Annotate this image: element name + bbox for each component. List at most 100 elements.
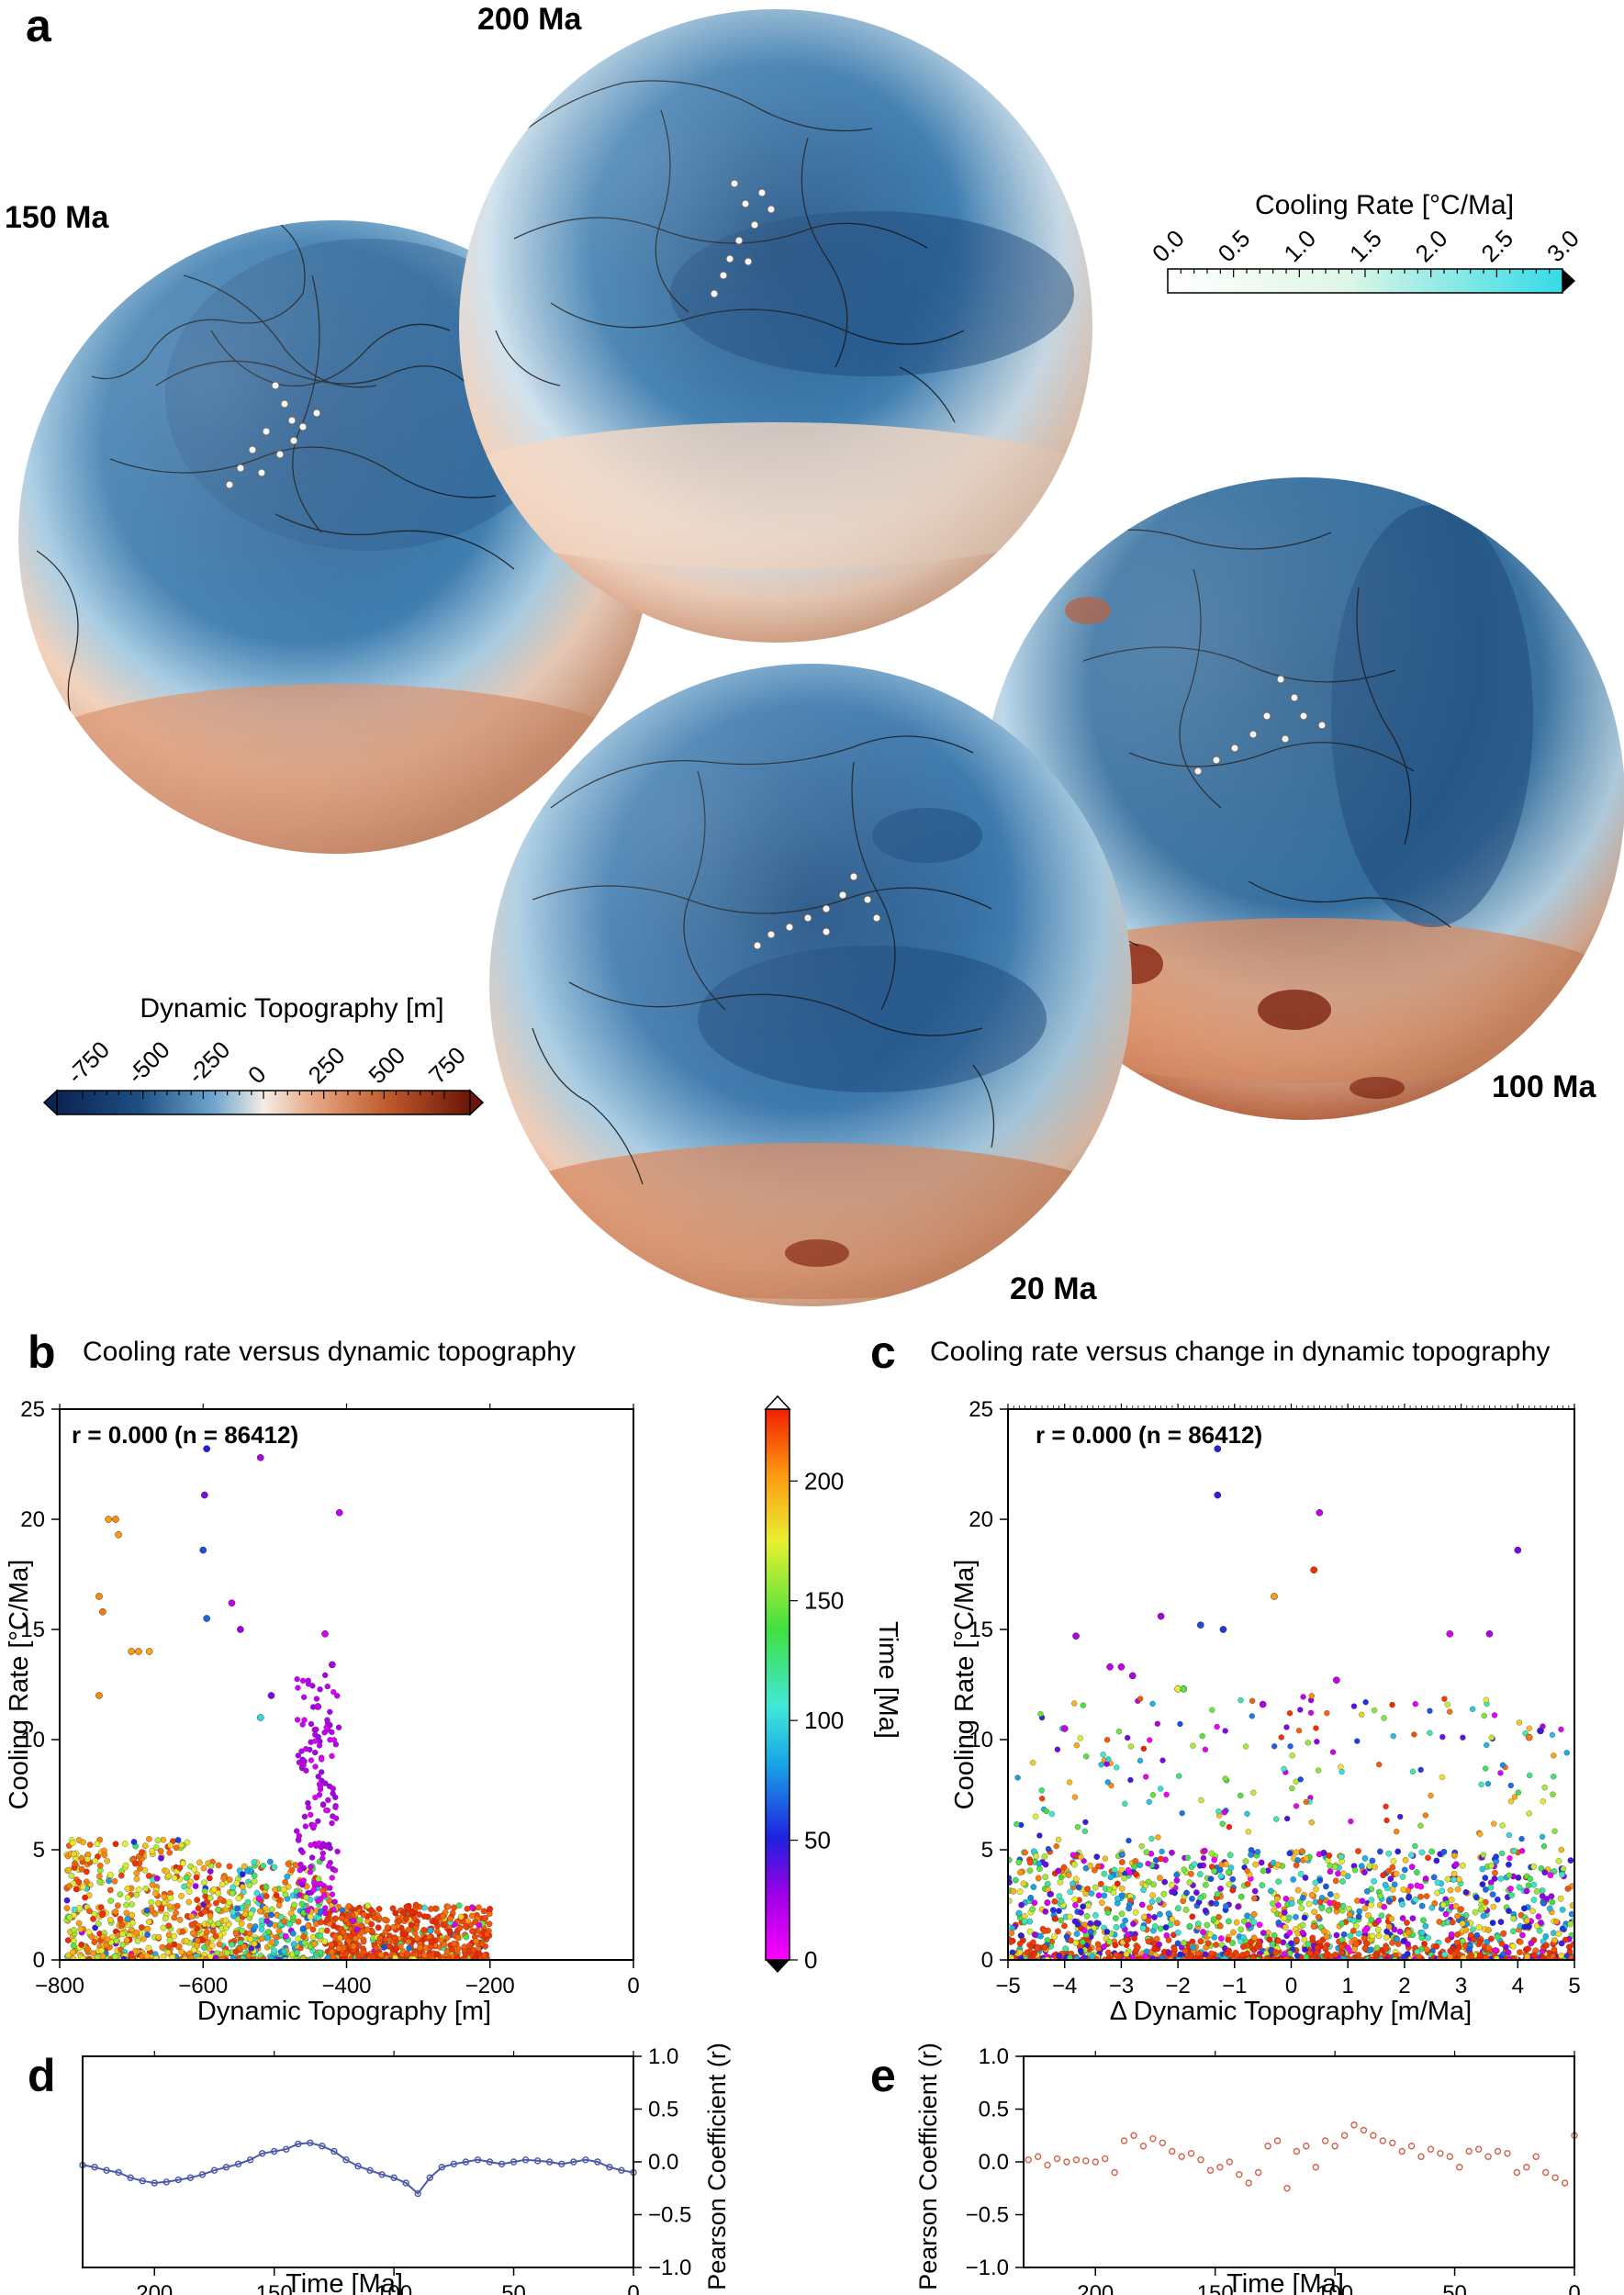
x-tick-label: 200 (136, 2281, 173, 2295)
chart-b-frame (59, 1408, 634, 1961)
y-tick-label: −0.5 (648, 2203, 691, 2228)
colorbar-cr-tick-label: 2.5 (1475, 224, 1518, 267)
chart-b-xlabel: Dynamic Topography [m] (197, 1997, 491, 2026)
data-point (1485, 1629, 1494, 1638)
globe-label-100ma: 100 Ma (1492, 1069, 1596, 1104)
y-tick-label: 25 (20, 1397, 45, 1422)
x-tick-label: −600 (178, 1974, 228, 1998)
x-tick-label: 200 (1077, 2281, 1114, 2295)
data-point (438, 2164, 446, 2171)
colorbar-dt-tick-label: 500 (363, 1041, 410, 1089)
data-point (139, 2177, 146, 2185)
data-point (366, 2166, 374, 2174)
series-line (82, 2142, 634, 2195)
data-point (582, 2155, 589, 2164)
data-point (1180, 1685, 1188, 1693)
data-point (203, 1445, 211, 1453)
data-point (1206, 2166, 1215, 2174)
data-point (329, 1661, 336, 1669)
data-point (342, 2155, 350, 2164)
chart-b-ylabel: Cooling Rate [°C/Ma] (5, 1560, 34, 1810)
data-point (594, 2158, 601, 2166)
colorbar-dt-tick-label: 0 (242, 1060, 271, 1089)
data-point (486, 2158, 494, 2166)
data-point (1106, 1662, 1114, 1671)
data-point (558, 2160, 566, 2168)
data-point (1082, 2157, 1090, 2165)
globe-label-200ma: 200 Ma (477, 2, 582, 37)
data-point (1053, 2155, 1061, 2163)
y-tick-label: 1.0 (648, 2044, 678, 2069)
colorbar-cr-title: Cooling Rate [°C/Ma] (1255, 190, 1514, 220)
chart-d-xlabel: Time [Ma] (286, 2269, 403, 2295)
y-tick-label: 0.5 (979, 2098, 1009, 2122)
y-tick-label: 15 (20, 1618, 45, 1642)
data-point (1117, 1662, 1126, 1671)
data-point (533, 2157, 542, 2165)
data-point (234, 2160, 242, 2168)
data-point (1525, 1733, 1533, 1741)
data-point (237, 1626, 244, 1633)
chart-d-ylabel: Pearson Coefficient (r) (703, 2043, 731, 2290)
data-point (1178, 2153, 1185, 2160)
data-point (1254, 2168, 1262, 2177)
data-point (1216, 2164, 1224, 2171)
y-tick-label: 1.0 (979, 2044, 1009, 2069)
data-point (426, 2174, 433, 2181)
chart-b-title: Cooling rate versus dynamic topography (83, 1337, 576, 1367)
colorbar-time-tick-label: 50 (804, 1827, 831, 1854)
data-point (314, 1703, 322, 1710)
data-point (462, 2158, 470, 2166)
colorbar-dt-tick-label: 250 (303, 1041, 351, 1089)
colorbar-cr-tick-label: 2.0 (1410, 224, 1453, 267)
data-point (1197, 2155, 1204, 2164)
data-point (510, 2158, 518, 2166)
y-tick-label: 0.5 (648, 2098, 678, 2122)
data-point (1370, 2132, 1377, 2139)
x-tick-label: −2 (1165, 1974, 1190, 1998)
data-point (145, 1648, 153, 1655)
data-point (1494, 2147, 1502, 2155)
data-point (127, 2174, 134, 2181)
data-point (450, 2160, 458, 2168)
x-tick-label: 0 (1285, 1974, 1297, 1998)
x-tick-label: 100 (1316, 2281, 1353, 2295)
data-point (270, 2147, 278, 2155)
data-point (1484, 2153, 1492, 2160)
x-tick-label: 1 (1342, 1974, 1354, 1998)
data-point (1128, 1672, 1137, 1680)
data-point (307, 2139, 314, 2147)
data-point (1541, 2168, 1550, 2177)
y-tick-label: 0.0 (979, 2150, 1009, 2175)
data-point (1513, 2168, 1521, 2177)
data-point (606, 2164, 613, 2171)
data-point (256, 1714, 264, 1721)
data-point (151, 2179, 158, 2187)
data-point (498, 2160, 506, 2168)
chart-c-title: Cooling rate versus change in dynamic to… (930, 1337, 1550, 1367)
data-point (1219, 1626, 1227, 1633)
data-point (1196, 1621, 1204, 1629)
data-point (267, 1692, 275, 1699)
data-point (105, 1516, 112, 1523)
data-point (162, 2178, 171, 2186)
data-point (95, 1593, 103, 1600)
data-point (1333, 1676, 1340, 1685)
data-point (1303, 2143, 1310, 2150)
x-tick-label: 0 (627, 2281, 639, 2295)
data-point (103, 2166, 110, 2174)
y-tick-label: 20 (20, 1507, 45, 1532)
chart-e-ylabel: Pearson Coefficient (r) (914, 2043, 942, 2290)
data-point (1350, 2121, 1358, 2129)
data-point (1321, 2137, 1329, 2144)
x-tick-label: 3 (1455, 1974, 1467, 1998)
data-point (1407, 2143, 1416, 2150)
chart-e: 200 150 100 50 01.00.50.0−0.5−1.0 Time [Ma] … (914, 2043, 1581, 2295)
data-point (256, 1453, 264, 1461)
data-point (1139, 2143, 1148, 2150)
data-point (1379, 2137, 1387, 2144)
chart-e-xlabel: Time [Ma] (1226, 2269, 1344, 2295)
x-tick-label: 50 (501, 2281, 526, 2295)
x-tick-label: 2 (1398, 1974, 1410, 1998)
